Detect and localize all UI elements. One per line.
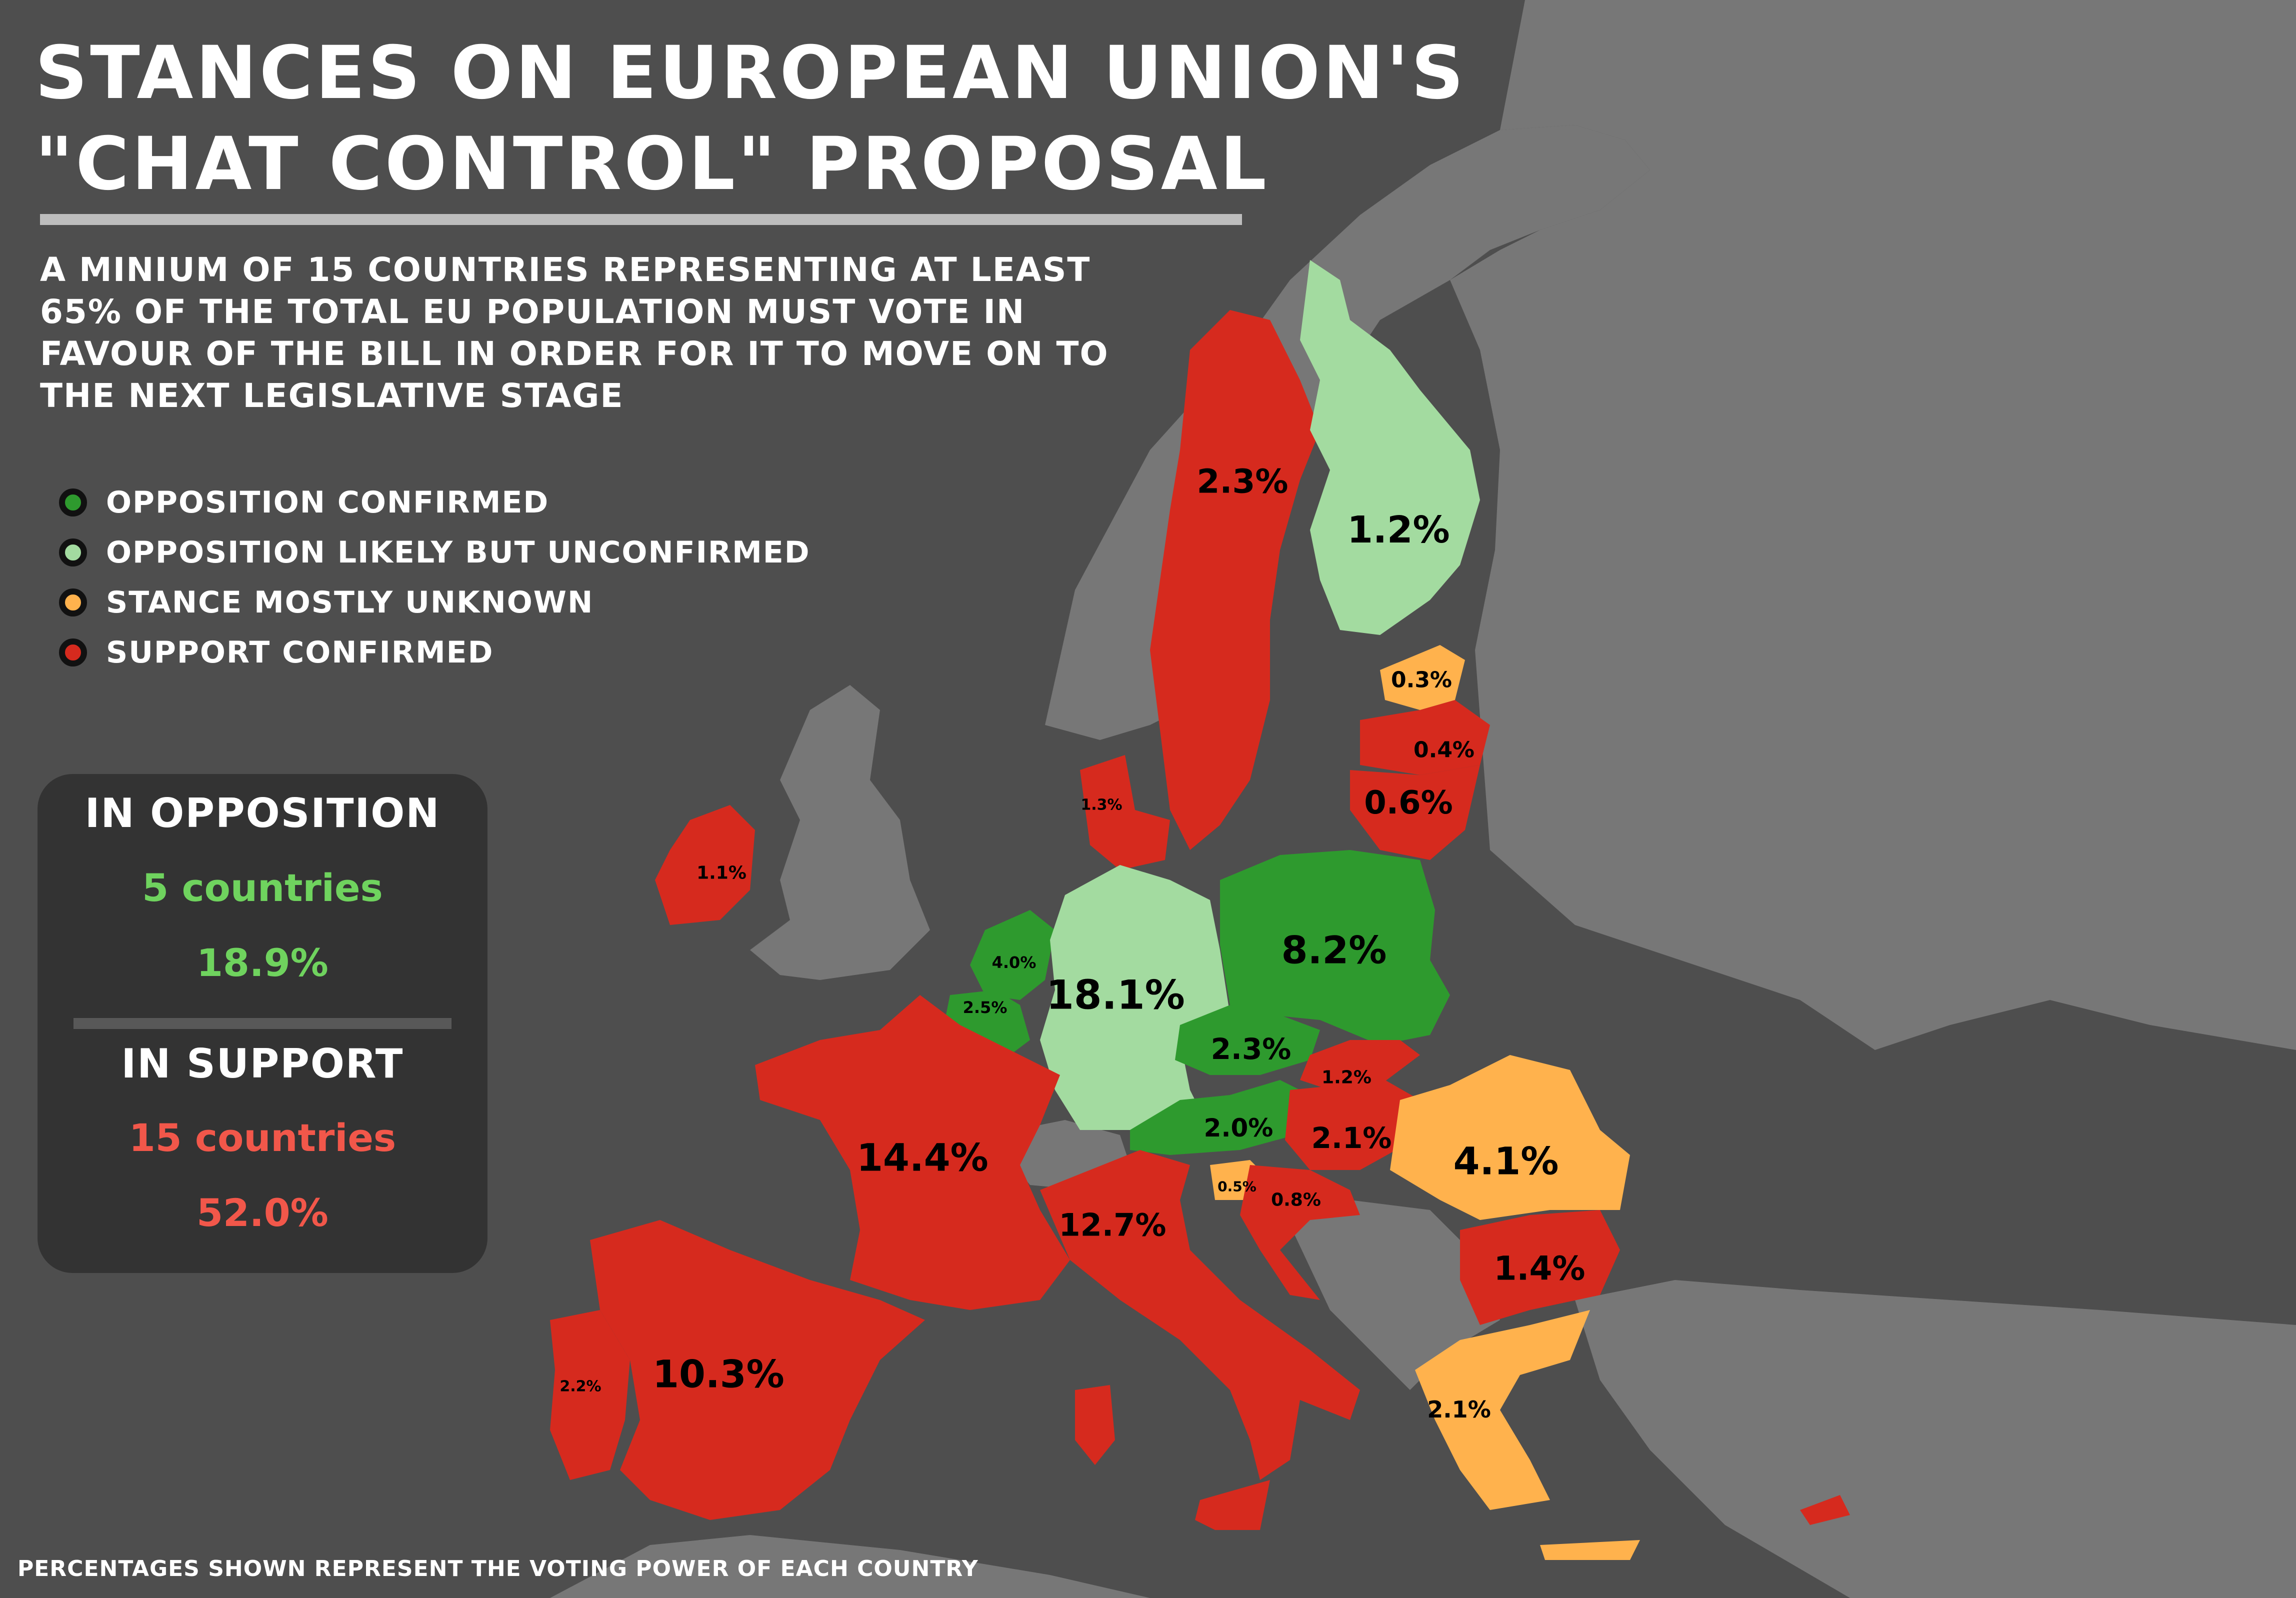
label-bulgaria: 1.4% <box>1494 1250 1585 1288</box>
country-finland <box>1300 260 1480 635</box>
title-line-1: STANCES ON EUROPEAN UNION'S <box>35 30 1466 116</box>
land-russia-east <box>1450 0 2296 1050</box>
subtitle-line: A MINIUM OF 15 COUNTRIES REPRESENTING AT… <box>40 250 1091 289</box>
label-belgium: 2.5% <box>963 998 1008 1017</box>
label-hungary: 2.1% <box>1312 1121 1392 1155</box>
legend-swatch-orange <box>59 588 87 616</box>
country-portugal <box>550 1310 630 1480</box>
country-czechia <box>1175 1005 1320 1075</box>
support-percent: 52.0% <box>196 1190 328 1235</box>
legend-swatch-light-green <box>59 538 87 566</box>
label-estonia: 0.3% <box>1391 668 1452 693</box>
label-italy: 12.7% <box>1058 1207 1166 1244</box>
land-balkans <box>1290 1200 1500 1390</box>
label-austria: 2.0% <box>1204 1114 1274 1142</box>
label-france: 14.4% <box>856 1136 988 1180</box>
land-britain <box>750 685 930 980</box>
country-netherlands <box>970 910 1055 1000</box>
subtitle-line: THE NEXT LEGISLATIVE STAGE <box>40 376 624 415</box>
country-sweden <box>1150 310 1320 850</box>
label-latvia: 0.4% <box>1414 738 1474 763</box>
land-africa <box>550 1535 1150 1598</box>
country-austria <box>1130 1080 1310 1155</box>
support-heading: IN SUPPORT <box>121 1040 404 1087</box>
country-france <box>755 995 1070 1310</box>
country-hungary <box>1285 1080 1420 1170</box>
legend-label: SUPPORT CONFIRMED <box>106 635 494 670</box>
label-czechia: 2.3% <box>1211 1032 1292 1066</box>
land-turkey <box>1575 1280 2296 1598</box>
country-sardinia <box>1075 1385 1115 1465</box>
country-croatia <box>1240 1165 1360 1300</box>
country-sicily <box>1195 1480 1270 1530</box>
summary-divider <box>74 1018 452 1029</box>
subtitle: A MINIUM OF 15 COUNTRIES REPRESENTING AT… <box>40 249 1190 417</box>
label-slovenia: 0.5% <box>1218 1178 1256 1195</box>
legend-swatch-dark-green <box>59 488 87 516</box>
country-spain <box>590 1220 925 1520</box>
legend-label: OPPOSITION LIKELY BUT UNCONFIRMED <box>106 535 810 570</box>
legend-swatch-red <box>59 638 87 666</box>
country-latvia <box>1360 700 1490 775</box>
country-estonia <box>1380 645 1465 710</box>
opposition-country-count: 5 countries <box>142 866 383 910</box>
label-germany: 18.1% <box>1046 972 1185 1018</box>
country-cyprus <box>1800 1495 1850 1525</box>
opposition-heading: IN OPPOSITION <box>84 790 440 836</box>
country-ireland <box>655 805 755 925</box>
country-italy <box>1040 1150 1360 1480</box>
label-lithuania: 0.6% <box>1364 784 1453 822</box>
label-spain: 10.3% <box>652 1352 784 1396</box>
legend-item-unknown: STANCE MOSTLY UNKNOWN <box>59 578 810 628</box>
country-germany <box>1040 865 1230 1130</box>
title-divider <box>40 214 1242 225</box>
label-poland: 8.2% <box>1282 928 1387 972</box>
label-denmark: 1.3% <box>1080 796 1122 814</box>
label-greece: 2.1% <box>1427 1396 1491 1423</box>
country-romania <box>1390 1055 1630 1220</box>
label-ireland: 1.1% <box>696 863 746 884</box>
label-finland: 1.2% <box>1347 508 1450 552</box>
legend-label: STANCE MOSTLY UNKNOWN <box>106 585 594 620</box>
footnote: PERCENTAGES SHOWN REPRESENT THE VOTING P… <box>18 1556 978 1582</box>
legend: OPPOSITION CONFIRMED OPPOSITION LIKELY B… <box>59 478 810 678</box>
country-greece <box>1415 1310 1590 1510</box>
legend-item-opposition-likely: OPPOSITION LIKELY BUT UNCONFIRMED <box>59 528 810 578</box>
label-romania: 4.1% <box>1454 1139 1559 1184</box>
opposition-percent: 18.9% <box>196 940 328 985</box>
label-sweden: 2.3% <box>1196 462 1288 501</box>
label-slovakia: 1.2% <box>1322 1068 1372 1088</box>
country-crete <box>1540 1540 1640 1560</box>
country-lithuania <box>1350 765 1480 860</box>
subtitle-line: 65% OF THE TOTAL EU POPULATION MUST VOTE… <box>40 292 1026 331</box>
country-poland <box>1220 850 1450 1045</box>
country-bulgaria <box>1460 1210 1620 1325</box>
label-croatia: 0.8% <box>1271 1190 1321 1210</box>
support-country-count: 15 countries <box>128 1116 396 1160</box>
legend-item-support: SUPPORT CONFIRMED <box>59 628 810 678</box>
summary-panel: IN OPPOSITION 5 countries 18.9% IN SUPPO… <box>38 774 488 1273</box>
label-netherlands: 4.0% <box>992 953 1036 972</box>
legend-label: OPPOSITION CONFIRMED <box>106 485 550 520</box>
page-title: STANCES ON EUROPEAN UNION'S "CHAT CONTRO… <box>35 28 1466 210</box>
title-line-2: "CHAT CONTROL" PROPOSAL <box>35 122 1269 206</box>
country-denmark <box>1080 755 1170 870</box>
country-slovakia <box>1300 1040 1420 1090</box>
label-portugal: 2.2% <box>560 1378 601 1396</box>
legend-item-opposition-confirmed: OPPOSITION CONFIRMED <box>59 478 810 528</box>
subtitle-line: FAVOUR OF THE BILL IN ORDER FOR IT TO MO… <box>40 334 1109 373</box>
